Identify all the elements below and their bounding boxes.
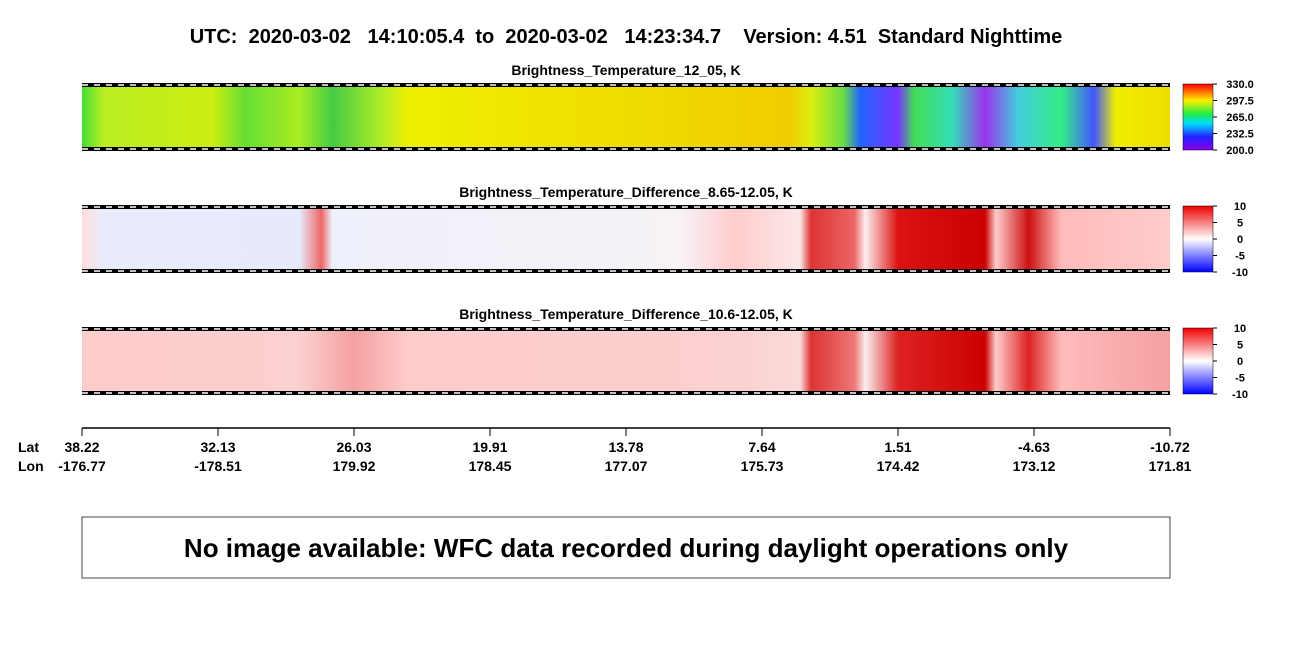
lat-label: -10.72: [1150, 439, 1190, 455]
panel-title: Brightness_Temperature_Difference_10.6-1…: [459, 306, 793, 322]
message-box: [81, 516, 1171, 579]
page-title: UTC: 2020-03-02 14:10:05.4 to 2020-03-02…: [190, 26, 1063, 48]
lon-label: 173.12: [1013, 458, 1056, 474]
lon-label: 175.73: [741, 458, 784, 474]
axis-row-label: Lat: [18, 439, 39, 455]
colorbar-tick-label: 10: [1234, 201, 1246, 213]
lon-label: -176.77: [58, 458, 106, 474]
colorbar: [1182, 327, 1214, 395]
lat-label: 13.78: [608, 439, 643, 455]
colorbar-tick-label: 330.0: [1226, 79, 1254, 91]
axis-row-label: Lon: [18, 458, 44, 474]
lon-label: 171.81: [1149, 458, 1192, 474]
colorbar-tick-label: -5: [1235, 251, 1245, 263]
panel-title: Brightness_Temperature_12_05, K: [511, 62, 740, 78]
lat-label: -4.63: [1018, 439, 1050, 455]
lon-label: 174.42: [877, 458, 920, 474]
colorbar-tick-label: 5: [1237, 340, 1243, 352]
colorbar-tick-label: -10: [1232, 267, 1248, 279]
lat-label: 7.64: [748, 439, 775, 455]
colorbar: [1182, 83, 1214, 151]
colorbar-tick-label: 265.0: [1226, 112, 1254, 124]
lat-label: 32.13: [200, 439, 235, 455]
lon-label: 178.45: [469, 458, 512, 474]
panel-title: Brightness_Temperature_Difference_8.65-1…: [459, 184, 793, 200]
panel-image: [82, 328, 1170, 394]
colorbar-tick-label: 10: [1234, 323, 1246, 335]
lon-label: 179.92: [333, 458, 376, 474]
lon-label: 177.07: [605, 458, 648, 474]
colorbar-tick-label: 200.0: [1226, 145, 1254, 157]
colorbar-tick-label: -5: [1235, 373, 1245, 385]
colorbar-tick-label: -10: [1232, 389, 1248, 401]
colorbar-tick-label: 0: [1237, 356, 1243, 368]
lat-label: 38.22: [64, 439, 99, 455]
colorbar-tick-label: 0: [1237, 234, 1243, 246]
colorbar: [1182, 205, 1214, 273]
panel-image: [82, 84, 1170, 150]
colorbar-tick-label: 232.5: [1226, 129, 1254, 141]
lon-label: -178.51: [194, 458, 242, 474]
lat-label: 1.51: [884, 439, 911, 455]
message: No image available: WFC data recorded du…: [184, 533, 1069, 563]
lat-label: 26.03: [336, 439, 371, 455]
lat-label: 19.91: [472, 439, 507, 455]
panel-image: [82, 206, 1170, 272]
colorbar-tick-label: 297.5: [1226, 96, 1254, 108]
colorbar-tick-label: 5: [1237, 218, 1243, 230]
